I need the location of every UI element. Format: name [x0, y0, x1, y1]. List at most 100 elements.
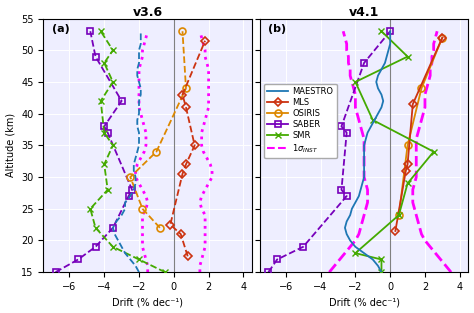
- MAESTRO: [133, 182, 138, 185]
- $1\sigma_{INST}$: [202, 188, 208, 192]
- SABER: [93, 245, 99, 249]
- $1\sigma_{INST}$: [413, 150, 419, 154]
- $1\sigma_{INST}$: [201, 251, 206, 255]
- SMR: [370, 118, 375, 122]
- Line: MLS: MLS: [167, 38, 208, 259]
- $1\sigma_{INST}$: [422, 99, 428, 103]
- MAESTRO: [138, 36, 144, 39]
- MAESTRO: [136, 137, 142, 141]
- $1\sigma_{INST}$: [413, 175, 419, 179]
- Line: MAESTRO: MAESTRO: [113, 31, 141, 272]
- Title: v3.6: v3.6: [133, 6, 163, 18]
- $1\sigma_{INST}$: [422, 105, 428, 109]
- OSIRIS: [396, 213, 401, 217]
- MAESTRO: [375, 112, 381, 115]
- MAESTRO: [136, 270, 142, 274]
- MAESTRO: [358, 188, 364, 192]
- MLS: [410, 102, 416, 106]
- MAESTRO: [363, 137, 369, 141]
- MAESTRO: [374, 80, 379, 84]
- Line: SABER: SABER: [265, 28, 393, 275]
- SABER: [338, 188, 344, 192]
- MLS: [180, 93, 185, 96]
- MAESTRO: [112, 232, 118, 236]
- Line: $1\sigma_{INST}$: $1\sigma_{INST}$: [413, 31, 451, 272]
- $1\sigma_{INST}$: [417, 226, 423, 230]
- $1\sigma_{INST}$: [415, 131, 421, 135]
- $1\sigma_{INST}$: [428, 67, 433, 71]
- MLS: [439, 36, 445, 39]
- MAESTRO: [361, 150, 367, 154]
- Title: v4.1: v4.1: [349, 6, 379, 18]
- MAESTRO: [136, 105, 142, 109]
- MAESTRO: [384, 55, 390, 59]
- SMR: [396, 213, 401, 217]
- $1\sigma_{INST}$: [206, 74, 211, 78]
- SMR: [110, 49, 116, 52]
- MAESTRO: [347, 213, 353, 217]
- SMR: [88, 207, 93, 211]
- $1\sigma_{INST}$: [431, 49, 437, 52]
- MLS: [178, 232, 183, 236]
- Y-axis label: Altitude (km): Altitude (km): [6, 113, 16, 177]
- MLS: [403, 169, 409, 172]
- MAESTRO: [380, 99, 386, 103]
- $1\sigma_{INST}$: [426, 80, 431, 84]
- SABER: [129, 188, 135, 192]
- MAESTRO: [375, 86, 381, 90]
- MAESTRO: [387, 29, 393, 33]
- $1\sigma_{INST}$: [434, 29, 440, 33]
- OSIRIS: [140, 207, 146, 211]
- Line: SMR: SMR: [87, 28, 169, 276]
- OSIRIS: [157, 226, 163, 230]
- $1\sigma_{INST}$: [429, 55, 435, 59]
- MAESTRO: [136, 131, 142, 135]
- SMR: [110, 80, 116, 84]
- MAESTRO: [379, 93, 384, 96]
- MAESTRO: [133, 175, 138, 179]
- MAESTRO: [138, 42, 144, 46]
- SABER: [344, 131, 349, 135]
- SABER: [105, 131, 110, 135]
- $1\sigma_{INST}$: [412, 182, 418, 185]
- MAESTRO: [387, 36, 393, 39]
- MAESTRO: [385, 49, 391, 52]
- SMR: [353, 251, 358, 255]
- SMR: [105, 188, 110, 192]
- $1\sigma_{INST}$: [201, 125, 206, 128]
- $1\sigma_{INST}$: [202, 226, 208, 230]
- $1\sigma_{INST}$: [209, 169, 215, 172]
- SABER: [344, 194, 349, 198]
- MAESTRO: [370, 258, 375, 261]
- MAESTRO: [347, 239, 353, 242]
- SMR: [379, 258, 384, 261]
- $1\sigma_{INST}$: [443, 264, 449, 268]
- $1\sigma_{INST}$: [448, 270, 454, 274]
- MAESTRO: [131, 188, 137, 192]
- $1\sigma_{INST}$: [413, 162, 419, 166]
- SMR: [98, 99, 104, 103]
- $1\sigma_{INST}$: [199, 207, 204, 211]
- SMR: [162, 270, 168, 274]
- $1\sigma_{INST}$: [415, 219, 421, 223]
- OSIRIS: [183, 86, 189, 90]
- MLS: [202, 39, 208, 43]
- SABER: [301, 245, 306, 249]
- MLS: [180, 172, 185, 176]
- SABER: [387, 29, 393, 33]
- MAESTRO: [344, 232, 349, 236]
- $1\sigma_{INST}$: [413, 169, 419, 172]
- SABER: [361, 61, 367, 65]
- MAESTRO: [387, 42, 393, 46]
- $1\sigma_{INST}$: [202, 213, 208, 217]
- $1\sigma_{INST}$: [197, 270, 203, 274]
- $1\sigma_{INST}$: [433, 36, 438, 39]
- MAESTRO: [122, 201, 128, 204]
- $1\sigma_{INST}$: [410, 188, 416, 192]
- Line: SMR: SMR: [352, 28, 437, 276]
- MAESTRO: [136, 143, 142, 147]
- MAESTRO: [138, 93, 144, 96]
- $1\sigma_{INST}$: [199, 36, 204, 39]
- Text: (a): (a): [52, 23, 69, 33]
- MLS: [183, 162, 189, 166]
